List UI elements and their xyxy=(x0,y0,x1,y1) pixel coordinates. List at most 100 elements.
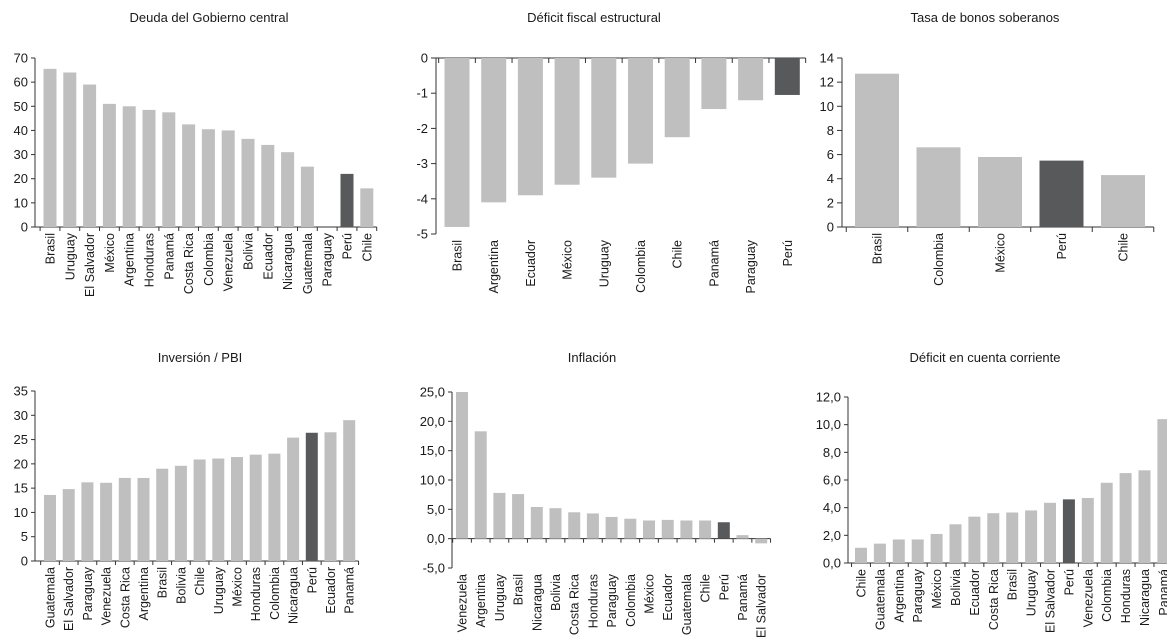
x-category-label: Venezuela xyxy=(100,567,114,625)
bar xyxy=(1119,473,1132,563)
bar xyxy=(444,58,470,227)
x-category-label: México xyxy=(994,233,1008,273)
bar xyxy=(987,513,1000,563)
bar xyxy=(493,492,506,539)
chart-panel: Deuda del Gobierno central 0 10 20 30 40 50 60 7… xyxy=(14,10,378,297)
y-tick-label: 0 xyxy=(21,220,28,235)
bar xyxy=(102,103,116,227)
x-category-label: Brasil xyxy=(1006,569,1020,600)
bar xyxy=(174,465,187,561)
x-category-label: Uruguay xyxy=(212,566,226,614)
y-tick-label: 30 xyxy=(14,147,28,162)
x-category-label: Guatemala xyxy=(873,569,887,630)
x-category-label: Costa Rica xyxy=(987,569,1001,630)
bar xyxy=(1157,419,1167,563)
bar xyxy=(249,454,262,561)
x-category-label: Argentina xyxy=(474,574,488,628)
x-category-label: Uruguay xyxy=(1025,568,1039,616)
y-tick-label: 14 xyxy=(820,51,834,66)
y-tick-label: 12,0 xyxy=(816,390,841,405)
bar xyxy=(643,520,655,539)
bar xyxy=(591,58,617,178)
x-category-label: Chile xyxy=(1117,233,1131,262)
x-category-label: Guatemala xyxy=(680,574,694,635)
x-category-label: Uruguay xyxy=(493,573,507,621)
x-category-label: Ecuador xyxy=(524,240,538,287)
y-tick-label: 2,0 xyxy=(823,528,841,543)
bar xyxy=(300,166,314,227)
bar xyxy=(530,506,543,539)
bar xyxy=(324,432,337,561)
x-category-label: Colombia xyxy=(202,233,216,286)
x-category-label: Uruguay xyxy=(597,239,611,287)
x-category-label: Nicaragua xyxy=(281,233,295,290)
bar xyxy=(1044,502,1056,563)
y-tick-label: 20 xyxy=(14,171,28,186)
x-category-label: Chile xyxy=(671,240,685,269)
y-tick-label: 0 xyxy=(421,51,428,66)
x-category-label: El Salvador xyxy=(62,567,76,631)
x-category-label: Chile xyxy=(699,574,713,603)
x-category-label: México xyxy=(231,567,245,607)
y-tick-label: 30 xyxy=(14,408,28,423)
bar xyxy=(680,520,693,539)
y-tick-label: 0 xyxy=(827,220,834,235)
chart-panel: Déficit fiscal estructural -5 -4 -3 -2 -1 0 Bra… xyxy=(416,10,807,294)
x-category-label: Chile xyxy=(193,567,207,596)
y-tick-label: 10 xyxy=(820,99,834,114)
x-category-label: Costa Rica xyxy=(182,233,196,294)
y-tick-label: 4 xyxy=(827,171,834,186)
chart-title: Tasa de bonos soberanos xyxy=(911,10,1060,25)
bar xyxy=(978,156,1022,227)
x-category-label: Nicaragua xyxy=(287,567,301,624)
x-category-label: Paraguay xyxy=(605,573,619,627)
bar xyxy=(1025,510,1038,563)
y-tick-label: 5,0 xyxy=(427,502,445,517)
bar xyxy=(118,477,131,561)
bar xyxy=(287,437,300,561)
y-tick-label: 20,0 xyxy=(420,414,445,429)
x-category-label: Argentina xyxy=(892,569,906,623)
bar xyxy=(261,144,275,227)
y-tick-label: 4,0 xyxy=(823,500,841,515)
x-category-label: Paraguay xyxy=(744,239,758,293)
bar xyxy=(281,152,295,227)
bar-highlight xyxy=(340,173,354,227)
bar xyxy=(873,543,886,563)
y-tick-label: 10,0 xyxy=(816,417,841,432)
bar xyxy=(949,524,962,563)
chart-panel: Inflación -5,0 0,0 5,0 10,0 15,0 20,0 25,0 Venez… xyxy=(420,350,772,638)
y-tick-label: 0,0 xyxy=(427,531,445,546)
x-category-label: Bolivia xyxy=(174,567,188,604)
x-category-label: El Salvador xyxy=(83,233,97,297)
x-category-label: El Salvador xyxy=(755,574,769,638)
x-category-label: Costa Rica xyxy=(118,567,132,628)
bar-highlight xyxy=(305,432,318,561)
bar xyxy=(605,516,618,539)
y-tick-label: 50 xyxy=(14,99,28,114)
x-category-label: México xyxy=(103,233,117,273)
bar xyxy=(624,518,637,539)
x-category-label: México xyxy=(561,240,575,280)
bar xyxy=(474,431,487,539)
y-tick-label: 20 xyxy=(14,456,28,471)
x-category-label: Brasil xyxy=(512,574,526,605)
bar xyxy=(699,520,712,539)
bar xyxy=(1006,512,1019,563)
y-tick-label: 0 xyxy=(21,554,28,569)
x-category-label: México xyxy=(643,574,657,614)
bar xyxy=(201,129,215,227)
y-tick-label: -5,0 xyxy=(423,561,445,576)
x-category-label: Guatemala xyxy=(44,567,58,628)
bar xyxy=(182,124,196,227)
bar xyxy=(241,138,255,227)
bar xyxy=(855,73,899,227)
y-tick-label: 0,0 xyxy=(823,556,841,571)
y-tick-label: 15 xyxy=(14,481,28,496)
bar-highlight xyxy=(1062,499,1075,563)
chart-title: Deuda del Gobierno central xyxy=(130,10,289,25)
x-category-label: Costa Rica xyxy=(568,574,582,635)
bar xyxy=(231,457,243,561)
x-category-label: Argentina xyxy=(487,240,501,294)
